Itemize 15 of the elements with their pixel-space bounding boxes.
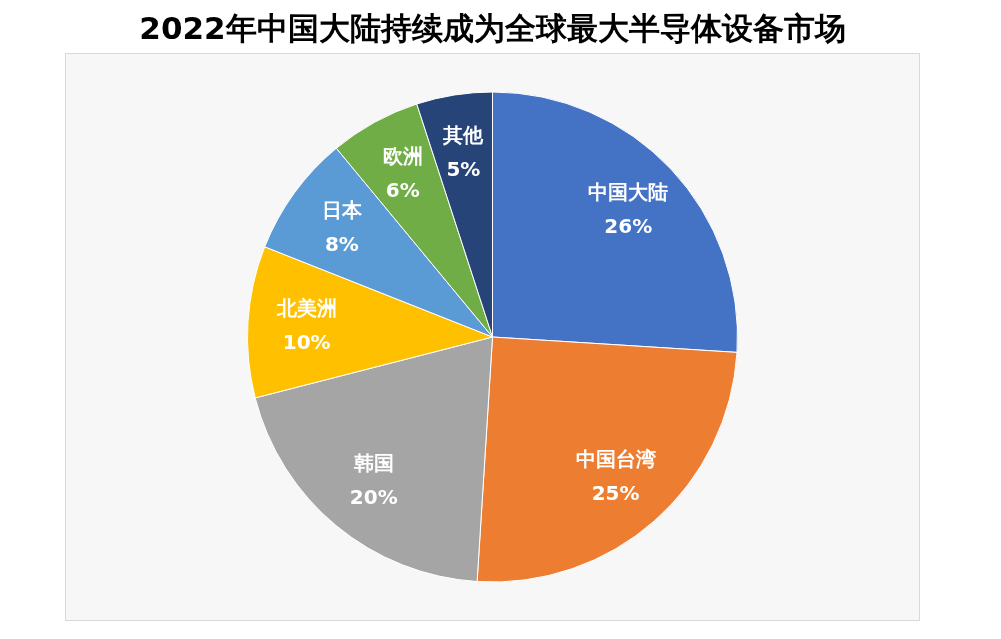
slice-label: 中国台湾 bbox=[575, 446, 656, 471]
data-label: 6% bbox=[385, 178, 420, 203]
slice-label: 欧洲 bbox=[382, 144, 423, 169]
chart-title: 2022年中国大陆持续成为全球最大半导体设备市场 bbox=[138, 9, 847, 48]
data-label: 5% bbox=[446, 157, 481, 182]
slice-label: 其他 bbox=[442, 123, 485, 148]
data-label: 26% bbox=[604, 213, 653, 238]
data-label: 10% bbox=[282, 329, 331, 354]
slice-label: 中国大陆 bbox=[588, 179, 669, 204]
slice-label: 韩国 bbox=[352, 450, 394, 475]
data-label: 25% bbox=[591, 480, 640, 505]
data-label: 8% bbox=[324, 231, 359, 256]
slice-label: 北美洲 bbox=[275, 295, 337, 320]
slice-label: 日本 bbox=[321, 197, 363, 222]
data-label: 20% bbox=[349, 484, 398, 509]
